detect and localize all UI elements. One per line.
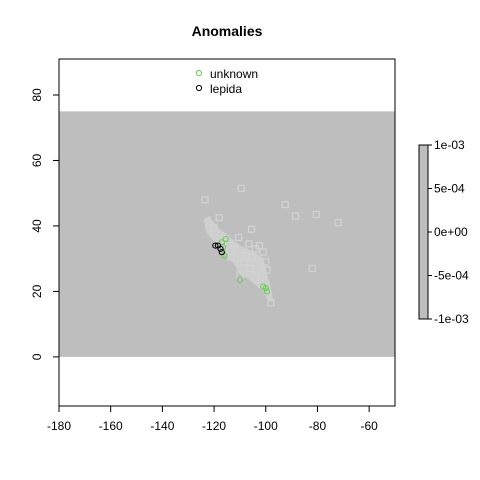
y-tick-label-2: 40: [30, 219, 44, 233]
legend-marker-unknown: [195, 69, 203, 77]
point-background-square-3: [291, 212, 300, 220]
point-background-square-23: [227, 253, 235, 261]
x-tick-label-5: -80: [309, 419, 327, 433]
point-background-square-12: [262, 258, 270, 266]
point-background-square-7: [215, 214, 223, 222]
y-axis: 0 20 40 60 80: [30, 88, 60, 360]
point-unknown-4: [236, 276, 244, 284]
color-scale-label-1: 5e-04: [434, 182, 465, 196]
point-background-square-14: [249, 253, 257, 261]
point-background-square-24: [257, 276, 265, 284]
color-scale-label-3: -5e-04: [434, 269, 469, 283]
point-background-square-8: [235, 233, 243, 242]
point-unknown-0: [222, 235, 229, 243]
point-background-square-13: [263, 266, 271, 274]
point-background-square-10: [255, 241, 263, 250]
legend-marker-lepida: [195, 84, 203, 92]
color-scale-label-2: 0e+00: [434, 225, 468, 239]
point-background-square-16: [308, 264, 316, 273]
point-background-square-1: [237, 184, 245, 192]
point-background-square-17: [267, 299, 275, 307]
x-tick-label-3: -120: [202, 419, 226, 433]
color-scale-label-0: 1e-03: [434, 138, 465, 152]
y-tick-label-3: 60: [30, 153, 44, 167]
y-tick-label-0: 0: [30, 353, 44, 360]
point-background-square-11: [259, 248, 267, 256]
point-background-square-0: [201, 196, 209, 204]
x-tick-label-1: -160: [99, 419, 123, 433]
x-tick-label-0: -180: [47, 419, 71, 433]
x-tick-label-2: -140: [150, 419, 174, 433]
point-lepida-2: [217, 245, 224, 252]
point-background-square-20: [231, 243, 239, 251]
legend-label-lepida: lepida: [210, 82, 242, 96]
point-background-square-25: [246, 264, 254, 273]
point-unknown-6: [262, 285, 269, 292]
x-axis: -180 -160 -140 -120 -100 -80 -60: [47, 405, 378, 433]
legend-label-unknown: unknown: [210, 67, 258, 81]
point-unknown-7: [263, 288, 271, 295]
x-tick-label-6: -60: [360, 419, 378, 433]
point-background-square-19: [210, 223, 218, 232]
x-tick-label-4: -100: [254, 419, 278, 433]
y-tick-label-4: 80: [30, 88, 44, 102]
points-layer: [201, 184, 342, 307]
point-background-square-22: [240, 258, 248, 266]
point-background-square-18: [236, 271, 244, 279]
point-background-square-4: [312, 210, 320, 219]
point-lepida-3: [218, 249, 225, 256]
raster-background: [59, 111, 395, 357]
y-tick-label-1: 20: [30, 284, 44, 298]
color-scale-bar: [418, 144, 429, 320]
point-background-square-21: [245, 240, 253, 248]
point-background-square-2: [281, 201, 289, 209]
point-background-square-6: [247, 225, 256, 233]
point-lepida-0: [212, 242, 219, 249]
point-background-square-5: [334, 219, 342, 227]
plot-area: [58, 58, 396, 407]
point-unknown-2: [218, 239, 225, 246]
color-scale-label-4: -1e-03: [434, 312, 469, 326]
anomaly-zone: [203, 216, 274, 302]
chart-title: Anomalies: [192, 23, 263, 39]
color-scale-legend: 1e-03 5e-04 0e+00 -5e-04 -1e-03: [418, 138, 469, 326]
